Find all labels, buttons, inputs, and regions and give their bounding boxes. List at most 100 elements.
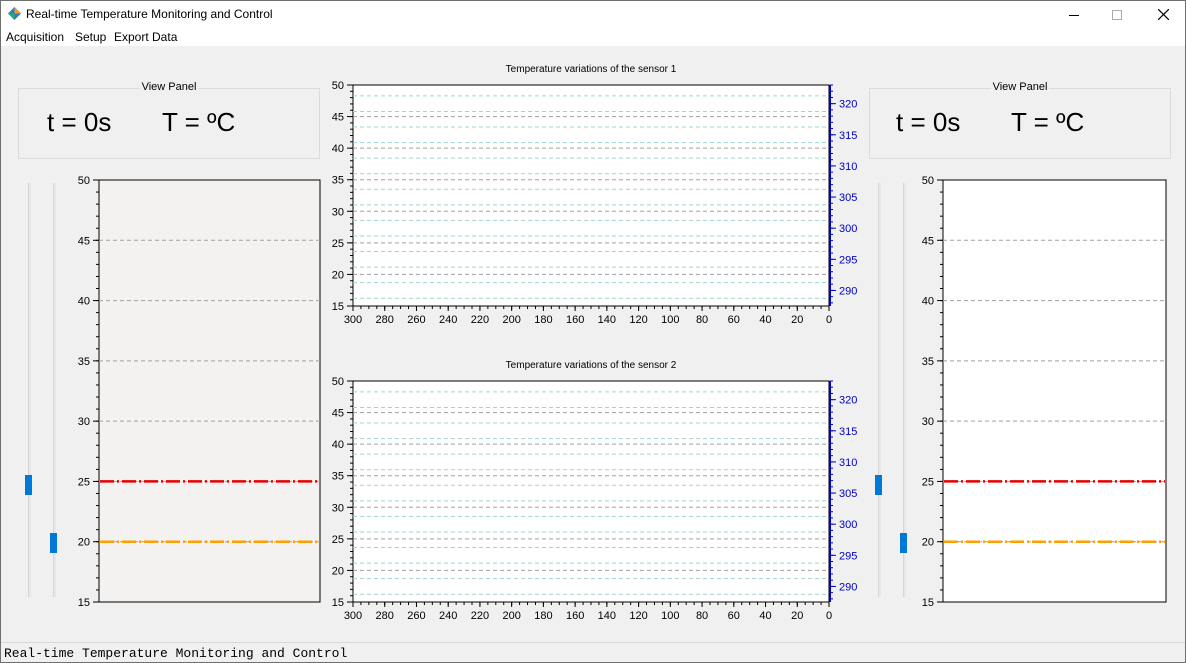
y-tick-label: 20 — [922, 537, 934, 549]
y-tick-label: 40 — [332, 143, 344, 155]
y-tick-label: 30 — [332, 502, 344, 514]
y-tick-label: 25 — [332, 534, 344, 546]
y-tick-label: 35 — [78, 356, 90, 368]
app-icon — [8, 7, 21, 20]
view-panel-title: View Panel — [990, 81, 1050, 93]
slider-thumb[interactable] — [50, 533, 57, 554]
menu-bar: Acquisition Setup Export Data — [1, 28, 1185, 46]
y-tick-label: 25 — [922, 476, 934, 488]
x-tick-label: 80 — [696, 314, 708, 326]
reference-slider-left[interactable] — [46, 171, 62, 609]
menu-setup[interactable]: Setup — [75, 30, 107, 44]
y2-tick-label: 295 — [839, 254, 857, 266]
x-tick-label: 180 — [534, 314, 552, 326]
y-tick-label: 20 — [332, 565, 344, 577]
y-tick-label: 30 — [922, 416, 934, 428]
y-tick-label: 45 — [922, 235, 934, 247]
close-button[interactable] — [1140, 1, 1186, 28]
x-tick-label: 280 — [376, 314, 394, 326]
x-tick-label: 100 — [661, 610, 679, 622]
y2-tick-label: 320 — [839, 99, 857, 111]
y2-tick-label: 295 — [839, 550, 857, 562]
x-tick-label: 240 — [439, 610, 457, 622]
x-tick-label: 120 — [629, 314, 647, 326]
y-tick-label: 20 — [332, 269, 344, 281]
y2-tick-label: 300 — [839, 519, 857, 531]
x-tick-label: 220 — [471, 610, 489, 622]
setpoint-slider-left[interactable] — [21, 171, 37, 609]
plot-area — [352, 380, 830, 603]
menu-acquisition[interactable]: Acquisition — [6, 30, 65, 44]
title-bar[interactable]: Real-time Temperature Monitoring and Con… — [1, 1, 1185, 28]
view-panel-right: View Panel t = 0s T = ºC — [869, 81, 1171, 159]
x-tick-label: 300 — [344, 314, 362, 326]
reference-slider-right[interactable] — [896, 171, 912, 609]
level-chart-left: 15 20 25 30 35 40 45 50 — [78, 175, 321, 609]
x-tick-label: 20 — [791, 610, 803, 622]
y2-tick-label: 290 — [839, 285, 857, 297]
x-tick-label: 300 — [344, 610, 362, 622]
y-tick-label: 20 — [78, 537, 90, 549]
x-tick-label: 120 — [629, 610, 647, 622]
x-tick-label: 220 — [471, 314, 489, 326]
y2-tick-label: 300 — [839, 223, 857, 235]
view-panel-title: View Panel — [139, 81, 199, 93]
x-tick-label: 0 — [826, 610, 832, 622]
y-tick-label: 45 — [332, 408, 344, 420]
x-tick-label: 20 — [791, 314, 803, 326]
x-tick-label: 60 — [728, 610, 740, 622]
y-tick-label: 35 — [332, 471, 344, 483]
y-tick-label: 45 — [332, 112, 344, 124]
x-tick-label: 240 — [439, 314, 457, 326]
y-tick-label: 50 — [332, 376, 344, 388]
time-readout: t = 0s — [47, 107, 112, 137]
chart-title: Temperature variations of the sensor 1 — [506, 64, 677, 75]
y-tick-label: 50 — [922, 175, 934, 187]
main-area: View Panel t = 0s T = ºC View Panel t = … — [1, 46, 1185, 642]
close-icon — [1157, 9, 1169, 20]
maximize-icon — [1112, 9, 1122, 20]
slider-thumb[interactable] — [900, 533, 907, 554]
x-tick-label: 40 — [759, 314, 771, 326]
y-tick-label: 35 — [922, 356, 934, 368]
temperature-readout: T = ºC — [1011, 107, 1085, 137]
y-tick-label: 15 — [332, 301, 344, 313]
y-tick-label: 40 — [78, 296, 90, 308]
x-tick-label: 260 — [407, 314, 425, 326]
x-tick-label: 100 — [661, 314, 679, 326]
slider-thumb[interactable] — [25, 475, 32, 496]
y2-tick-label: 320 — [839, 395, 857, 407]
y-tick-label: 25 — [78, 476, 90, 488]
x-tick-label: 40 — [759, 610, 771, 622]
x-tick-label: 180 — [534, 610, 552, 622]
maximize-button[interactable] — [1094, 1, 1140, 28]
plot-area — [942, 179, 1167, 603]
x-tick-label: 280 — [376, 610, 394, 622]
setpoint-slider-right[interactable] — [871, 171, 887, 609]
y2-tick-label: 290 — [839, 581, 857, 593]
slider-thumb[interactable] — [875, 475, 882, 496]
minimize-button[interactable] — [1051, 1, 1097, 28]
menu-export-data[interactable]: Export Data — [114, 30, 178, 44]
x-tick-label: 0 — [826, 314, 832, 326]
y-tick-label: 15 — [332, 597, 344, 609]
y2-tick-label: 305 — [839, 488, 857, 500]
y-tick-label: 40 — [332, 439, 344, 451]
minimize-icon — [1069, 14, 1079, 16]
x-tick-label: 80 — [696, 610, 708, 622]
plot-area — [352, 84, 830, 307]
y2-tick-label: 315 — [839, 426, 857, 438]
plot-area — [98, 179, 321, 603]
y-tick-label: 50 — [78, 175, 90, 187]
y2-tick-label: 310 — [839, 161, 857, 173]
x-tick-label: 140 — [598, 314, 616, 326]
x-tick-label: 60 — [728, 314, 740, 326]
x-tick-label: 140 — [598, 610, 616, 622]
y-tick-label: 25 — [332, 238, 344, 250]
x-tick-label: 160 — [566, 610, 584, 622]
y-tick-label: 30 — [78, 416, 90, 428]
y-tick-label: 35 — [332, 175, 344, 187]
